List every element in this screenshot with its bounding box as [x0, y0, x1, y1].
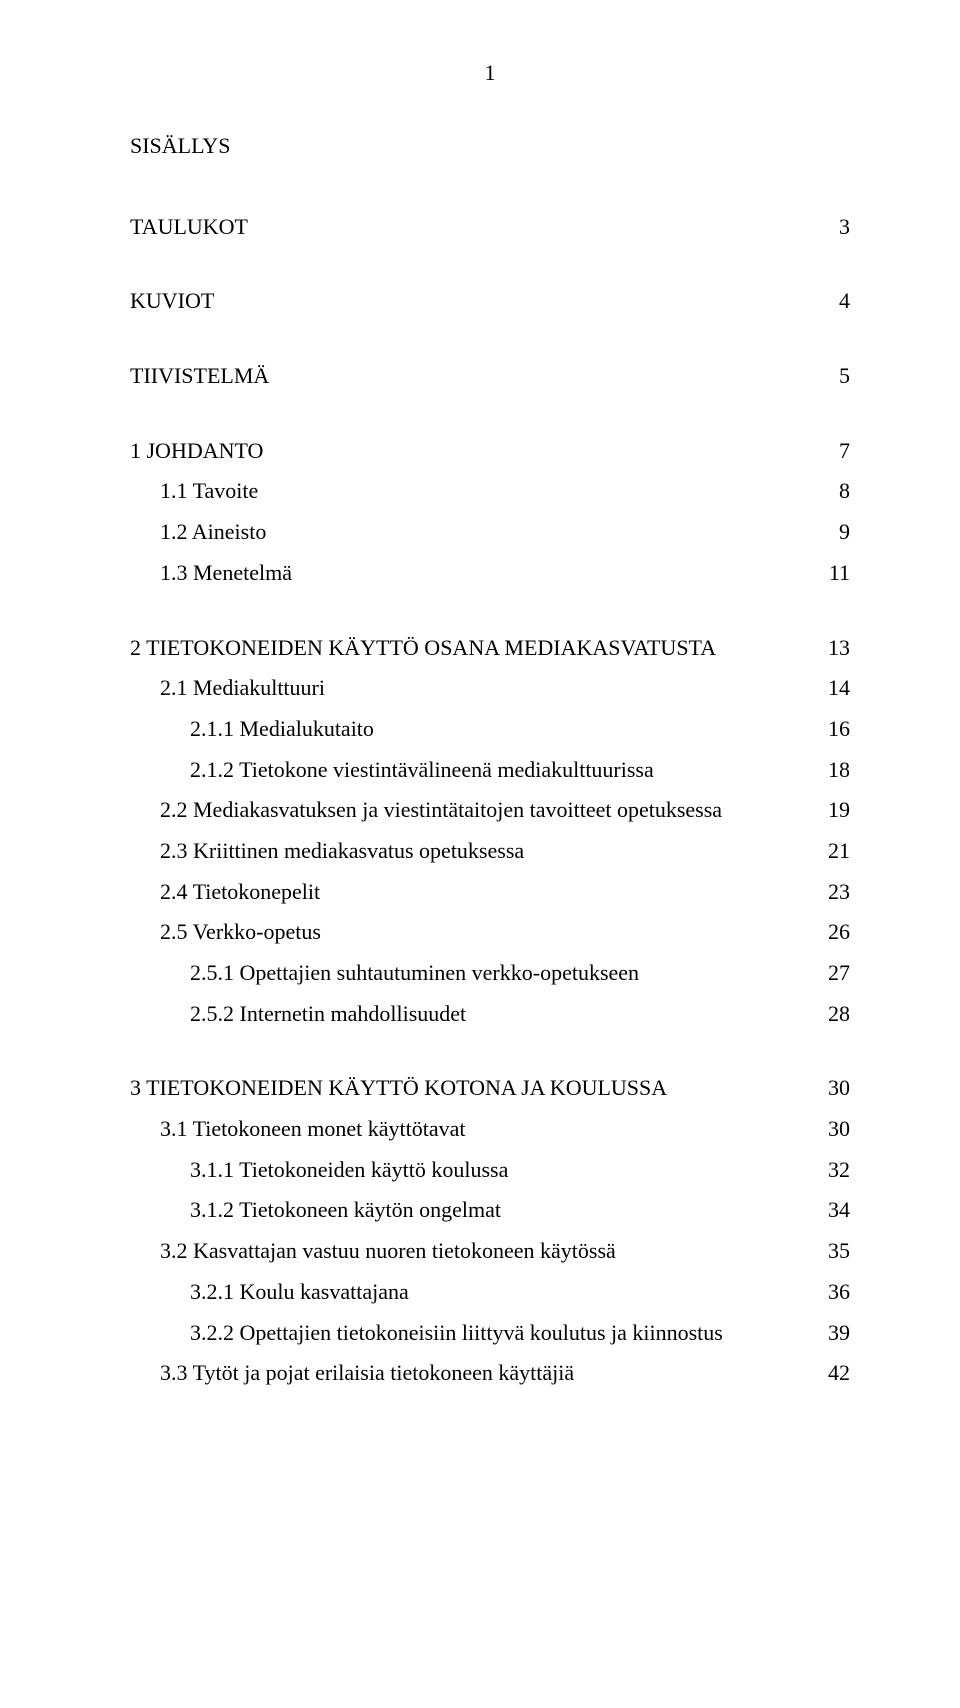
toc-gap — [130, 397, 850, 431]
toc-page: 1 SISÄLLYSTAULUKOT3KUVIOT4TIIVISTELMÄ51 … — [0, 0, 960, 1708]
toc-entry-page: 21 — [810, 831, 850, 872]
toc-entry-page: 9 — [810, 512, 850, 553]
toc-entry-label: 1.2 Aineisto — [130, 512, 810, 553]
toc-entry-page: 13 — [810, 628, 850, 669]
toc-entry: 3.2 Kasvattajan vastuu nuoren tietokonee… — [130, 1231, 850, 1272]
toc-entry-page: 23 — [810, 872, 850, 913]
toc-entry-page: 42 — [810, 1353, 850, 1394]
toc-entry-label: 3 TIETOKONEIDEN KÄYTTÖ KOTONA JA KOULUSS… — [130, 1068, 810, 1109]
toc-entry: SISÄLLYS — [130, 126, 850, 167]
toc-entry-label: 3.2 Kasvattajan vastuu nuoren tietokonee… — [130, 1231, 810, 1272]
toc-entry-label: 1.3 Menetelmä — [130, 553, 810, 594]
toc-entry-page: 4 — [810, 281, 850, 322]
toc-entry-label: 2.1.1 Medialukutaito — [130, 709, 810, 750]
toc-entry-label: 2.1 Mediakulttuuri — [130, 668, 810, 709]
toc-entry: 2.5.1 Opettajien suhtautuminen verkko-op… — [130, 953, 850, 994]
toc-entry-label: 2 TIETOKONEIDEN KÄYTTÖ OSANA MEDIAKASVAT… — [130, 628, 810, 669]
toc-entry-page: 30 — [810, 1068, 850, 1109]
toc-entry-page: 32 — [810, 1150, 850, 1191]
toc-gap — [130, 167, 850, 207]
toc-entry: 2.2 Mediakasvatuksen ja viestintätaitoje… — [130, 790, 850, 831]
toc-entry-page: 34 — [810, 1190, 850, 1231]
toc-entry: 1.3 Menetelmä11 — [130, 553, 850, 594]
toc-entry: 3.3 Tytöt ja pojat erilaisia tietokoneen… — [130, 1353, 850, 1394]
toc-entry-label: 3.2.2 Opettajien tietokoneisiin liittyvä… — [130, 1313, 810, 1354]
toc-entry-page: 27 — [810, 953, 850, 994]
toc-entry-page: 11 — [810, 553, 850, 594]
toc-gap — [130, 247, 850, 281]
toc-entry-label: SISÄLLYS — [130, 126, 850, 167]
toc-entry: 3.1.2 Tietokoneen käytön ongelmat34 — [130, 1190, 850, 1231]
toc-entry: 2.5.2 Internetin mahdollisuudet28 — [130, 994, 850, 1035]
toc-entry-page: 26 — [810, 912, 850, 953]
toc-entry: 2.1 Mediakulttuuri14 — [130, 668, 850, 709]
toc-entry: 2.4 Tietokonepelit23 — [130, 872, 850, 913]
toc-entry-label: 2.5 Verkko-opetus — [130, 912, 810, 953]
toc-entry: 2.5 Verkko-opetus26 — [130, 912, 850, 953]
toc-entry-page: 18 — [810, 750, 850, 791]
toc-entry-page: 19 — [810, 790, 850, 831]
toc-entry: 2.1.2 Tietokone viestintävälineenä media… — [130, 750, 850, 791]
toc-entry-label: 2.2 Mediakasvatuksen ja viestintätaitoje… — [130, 790, 810, 831]
toc-gap — [130, 1034, 850, 1068]
toc-entry-page: 3 — [810, 207, 850, 248]
toc-entry-page: 5 — [810, 356, 850, 397]
toc-entry: KUVIOT4 — [130, 281, 850, 322]
toc-entry: 2.3 Kriittinen mediakasvatus opetuksessa… — [130, 831, 850, 872]
toc-entry-label: 1.1 Tavoite — [130, 471, 810, 512]
toc-entry-page: 14 — [810, 668, 850, 709]
toc-entry-label: 3.2.1 Koulu kasvattajana — [130, 1272, 810, 1313]
toc-entry-page: 16 — [810, 709, 850, 750]
toc-entry-page: 36 — [810, 1272, 850, 1313]
toc-entry-label: 2.1.2 Tietokone viestintävälineenä media… — [130, 750, 810, 791]
toc-entry: 1.1 Tavoite8 — [130, 471, 850, 512]
toc-entry-label: 3.1.2 Tietokoneen käytön ongelmat — [130, 1190, 810, 1231]
toc-entry-label: TAULUKOT — [130, 207, 810, 248]
toc-entry-label: KUVIOT — [130, 281, 810, 322]
toc-entry: 1.2 Aineisto9 — [130, 512, 850, 553]
toc-entry: 3.1.1 Tietokoneiden käyttö koulussa32 — [130, 1150, 850, 1191]
toc-entry-page: 35 — [810, 1231, 850, 1272]
toc-entry: 2.1.1 Medialukutaito16 — [130, 709, 850, 750]
toc-entry-label: 1 JOHDANTO — [130, 431, 810, 472]
toc-entry: 3.1 Tietokoneen monet käyttötavat30 — [130, 1109, 850, 1150]
toc-entry-page: 8 — [810, 471, 850, 512]
toc-entry-label: 2.5.1 Opettajien suhtautuminen verkko-op… — [130, 953, 810, 994]
toc-entry-label: 2.3 Kriittinen mediakasvatus opetuksessa — [130, 831, 810, 872]
toc-entry-page: 30 — [810, 1109, 850, 1150]
toc-entry-label: 2.4 Tietokonepelit — [130, 872, 810, 913]
toc-entry-label: 3.1 Tietokoneen monet käyttötavat — [130, 1109, 810, 1150]
toc-entry-page: 28 — [810, 994, 850, 1035]
toc-entry-page: 7 — [810, 431, 850, 472]
toc-entry: 2 TIETOKONEIDEN KÄYTTÖ OSANA MEDIAKASVAT… — [130, 628, 850, 669]
page-number: 1 — [130, 60, 850, 86]
toc-entry: TAULUKOT3 — [130, 207, 850, 248]
toc-entry: 3.2.1 Koulu kasvattajana36 — [130, 1272, 850, 1313]
toc-entry: 3 TIETOKONEIDEN KÄYTTÖ KOTONA JA KOULUSS… — [130, 1068, 850, 1109]
toc-entry-label: 3.1.1 Tietokoneiden käyttö koulussa — [130, 1150, 810, 1191]
toc-entry: TIIVISTELMÄ5 — [130, 356, 850, 397]
toc-container: SISÄLLYSTAULUKOT3KUVIOT4TIIVISTELMÄ51 JO… — [130, 126, 850, 1394]
toc-entry-label: 2.5.2 Internetin mahdollisuudet — [130, 994, 810, 1035]
toc-entry: 1 JOHDANTO7 — [130, 431, 850, 472]
toc-gap — [130, 322, 850, 356]
toc-entry-label: 3.3 Tytöt ja pojat erilaisia tietokoneen… — [130, 1353, 810, 1394]
toc-entry-page: 39 — [810, 1313, 850, 1354]
toc-gap — [130, 594, 850, 628]
toc-entry: 3.2.2 Opettajien tietokoneisiin liittyvä… — [130, 1313, 850, 1354]
toc-entry-label: TIIVISTELMÄ — [130, 356, 810, 397]
